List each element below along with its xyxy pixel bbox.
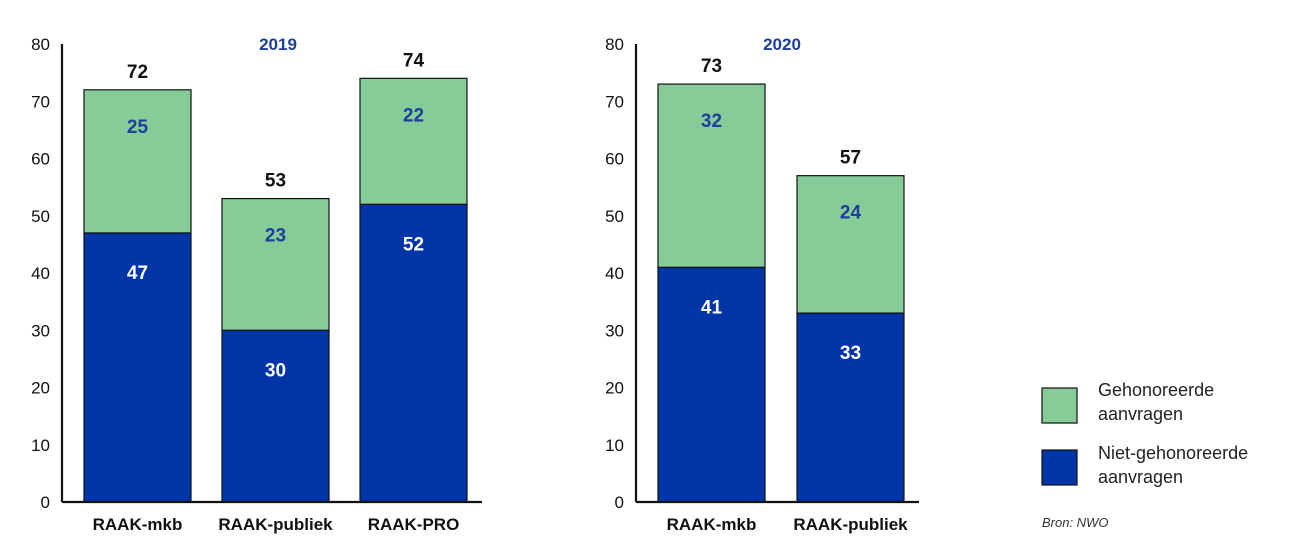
chart-title-2019: 2019 (259, 35, 297, 54)
legend-label-niet-gehonoreerd-line1: Niet-gehonoreerde (1098, 443, 1248, 463)
y-tick-label-30-2019: 30 (31, 321, 50, 340)
y-tick-label-70-2020: 70 (605, 92, 624, 111)
total-label-raak-publiek-2020: 57 (840, 148, 861, 169)
y-tick-label-40-2020: 40 (605, 264, 624, 283)
bar-gehonoreerd-raak-pro-2019 (359, 77, 468, 205)
y-tick-label-30-2020: 30 (605, 321, 624, 340)
legend-label-niet-gehonoreerd-line2: aanvragen (1098, 467, 1183, 487)
category-label-raak-pro-2019: RAAK-PRO (368, 515, 460, 534)
category-label-raak-mkb-2020: RAAK-mkb (667, 515, 757, 534)
y-tick-label-20-2019: 20 (31, 379, 50, 398)
value-label-gehonoreerd-raak-publiek-2019: 23 (265, 226, 286, 247)
legend-label-gehonoreerd-line2: aanvragen (1098, 404, 1183, 424)
y-tick-label-0-2019: 0 (41, 493, 50, 512)
chart-2020: 2020 41 32 73 RAAK-mkb 33 24 57 RAAK-publiek 0 10 2… (605, 35, 919, 534)
value-label-niet-gehonoreerd-raak-publiek-2019: 30 (265, 360, 286, 381)
value-label-niet-gehonoreerd-raak-mkb-2019: 47 (127, 263, 148, 284)
bar-niet-gehonoreerd-raak-mkb-2020 (657, 266, 766, 503)
y-tick-label-0-2020: 0 (615, 493, 624, 512)
bar-niet-gehonoreerd-raak-mkb-2019 (83, 232, 192, 503)
y-tick-label-50-2020: 50 (605, 207, 624, 226)
total-label-raak-mkb-2019: 72 (127, 62, 148, 83)
total-label-raak-pro-2019: 74 (403, 50, 425, 71)
legend-swatch-niet-gehonoreerd (1041, 449, 1078, 486)
legend-label-gehonoreerd-line1: Gehonoreerde (1098, 380, 1214, 400)
bar-gehonoreerd-raak-mkb-2020 (657, 83, 766, 268)
bar-niet-gehonoreerd-raak-pro-2019 (359, 203, 468, 503)
value-label-niet-gehonoreerd-raak-mkb-2020: 41 (701, 297, 723, 318)
value-label-niet-gehonoreerd-raak-publiek-2020: 33 (840, 343, 861, 364)
total-label-raak-publiek-2019: 53 (265, 171, 286, 192)
y-tick-label-10-2019: 10 (31, 436, 50, 455)
chart-title-2020: 2020 (763, 35, 801, 54)
value-label-gehonoreerd-raak-mkb-2019: 25 (127, 117, 149, 138)
y-tick-label-80-2020: 80 (605, 35, 624, 54)
chart-2019: 2019 47 25 72 RAAK-mkb 30 23 53 RAAK-publiek 52 22… (31, 35, 482, 534)
category-label-raak-mkb-2019: RAAK-mkb (93, 515, 183, 534)
y-tick-label-60-2019: 60 (31, 150, 50, 169)
bar-gehonoreerd-raak-publiek-2020 (796, 175, 905, 314)
y-tick-label-50-2019: 50 (31, 207, 50, 226)
y-tick-label-60-2020: 60 (605, 150, 624, 169)
bar-gehonoreerd-raak-publiek-2019 (221, 197, 330, 331)
value-label-gehonoreerd-raak-mkb-2020: 32 (701, 111, 722, 132)
value-label-gehonoreerd-raak-pro-2019: 22 (403, 105, 424, 126)
y-tick-label-70-2019: 70 (31, 92, 50, 111)
value-label-niet-gehonoreerd-raak-pro-2019: 52 (403, 234, 424, 255)
category-label-raak-publiek-2019: RAAK-publiek (218, 515, 333, 534)
legend: Gehonoreerde aanvragen Niet-gehonoreerde… (1041, 380, 1248, 487)
y-tick-label-20-2020: 20 (605, 379, 624, 398)
bar-gehonoreerd-raak-mkb-2019 (83, 89, 192, 234)
bar-niet-gehonoreerd-raak-publiek-2019 (221, 329, 330, 503)
y-tick-label-40-2019: 40 (31, 264, 50, 283)
total-label-raak-mkb-2020: 73 (701, 56, 722, 77)
bar-niet-gehonoreerd-raak-publiek-2020 (796, 312, 905, 503)
y-tick-label-80-2019: 80 (31, 35, 50, 54)
source-note: Bron: NWO (1042, 515, 1108, 530)
y-tick-label-10-2020: 10 (605, 436, 624, 455)
category-label-raak-publiek-2020: RAAK-publiek (793, 515, 908, 534)
legend-swatch-gehonoreerd (1041, 387, 1078, 424)
value-label-gehonoreerd-raak-publiek-2020: 24 (840, 203, 862, 224)
